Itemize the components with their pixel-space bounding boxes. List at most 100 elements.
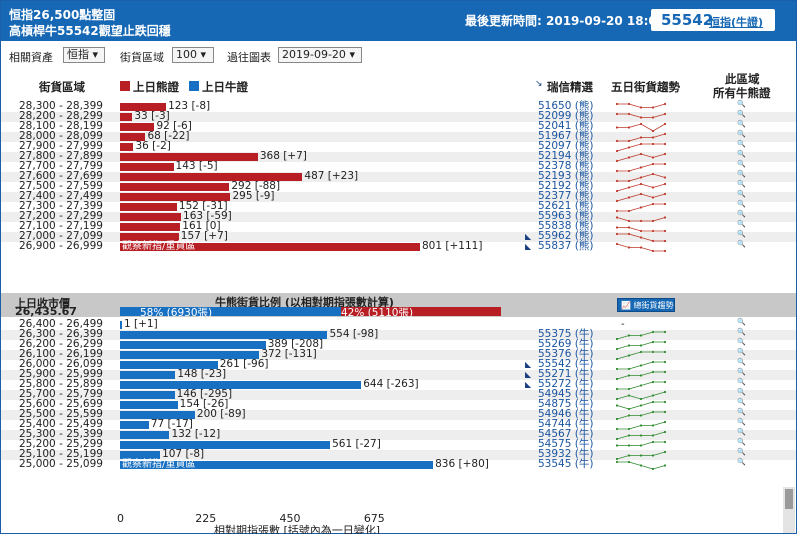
bar-value-label: 836 [+80] — [435, 459, 489, 470]
search-icon[interactable]: 🔍 — [737, 388, 746, 396]
trend-point — [628, 126, 630, 128]
featured-warrant-box[interactable]: 55542 恒指(牛證) — [651, 9, 775, 31]
search-icon[interactable]: 🔍 — [737, 160, 746, 168]
ratio-divider: 上日收市價 26,435.67 牛熊街貨比例 (以相對期指張數計算) 58% (… — [1, 293, 796, 317]
search-icon[interactable]: 🔍 — [737, 210, 746, 218]
search-icon[interactable]: 🔍 — [737, 130, 746, 138]
trend-point — [664, 123, 666, 125]
trend-point — [628, 414, 630, 416]
trend-point — [616, 243, 618, 245]
bull-ratio-bar: 58% (6930張) — [120, 307, 341, 316]
asset-select[interactable]: 恒指 ▾ — [63, 47, 105, 63]
trend-sparkline — [613, 360, 671, 370]
trend-point — [640, 183, 642, 185]
trend-point — [640, 193, 642, 195]
search-icon[interactable]: 🔍 — [737, 200, 746, 208]
search-icon[interactable]: 🔍 — [737, 100, 746, 108]
trend-point — [640, 116, 642, 118]
trend-sparkline — [613, 330, 671, 340]
bear-bar — [120, 213, 181, 221]
search-icon[interactable]: 🔍 — [737, 398, 746, 406]
bar-value-label: 295 [-9] — [232, 191, 274, 202]
scrollbar[interactable] — [783, 487, 795, 533]
trend-point — [640, 464, 642, 466]
search-icon[interactable]: 🔍 — [737, 140, 746, 148]
bull-bar — [120, 341, 266, 349]
trend-sparkline — [613, 112, 671, 122]
column-headers: 街貨區域 上日熊證 上日牛證 ↘ 瑞信精選 五日街貨趨勢 此區域 所有牛熊證 — [1, 75, 796, 103]
bar-change: [+7] — [201, 230, 228, 242]
asset-label: 相關資產 — [9, 49, 53, 65]
bar-value: 200 — [197, 408, 217, 420]
trend-point — [652, 156, 654, 158]
search-icon[interactable]: 🔍 — [737, 358, 746, 366]
warrant-code-link[interactable]: 55837 (熊) — [538, 241, 593, 252]
trend-point — [652, 381, 654, 383]
trend-point — [628, 374, 630, 376]
search-icon[interactable]: 🔍 — [737, 328, 746, 336]
search-icon[interactable]: 🔍 — [737, 348, 746, 356]
bar-value: 123 — [168, 100, 188, 112]
search-icon[interactable]: 🔍 — [737, 318, 746, 326]
legend-bull: 上日牛證 — [202, 79, 248, 95]
trend-point — [640, 384, 642, 386]
bear-bar — [120, 183, 229, 191]
search-icon[interactable]: 🔍 — [737, 230, 746, 238]
search-icon[interactable]: 🔍 — [737, 448, 746, 456]
featured-warrant-code[interactable]: 55542 — [661, 11, 713, 29]
col-zone-line2: 所有牛熊證 — [713, 85, 771, 101]
bear-ratio-bar: 42% (5110張) — [341, 307, 501, 316]
trend-point — [652, 424, 654, 426]
trend-point — [652, 441, 654, 443]
trend-point — [652, 394, 654, 396]
search-icon[interactable]: 🔍 — [737, 220, 746, 228]
search-icon[interactable]: 🔍 — [737, 428, 746, 436]
trend-point — [640, 344, 642, 346]
trend-point — [628, 354, 630, 356]
search-icon[interactable]: 🔍 — [737, 120, 746, 128]
bull-row: 26,400 - 26,499 1 [+1] - 🔍 — [1, 320, 796, 330]
trend-sparkline — [613, 172, 671, 182]
trend-sparkline — [613, 232, 671, 242]
bear-row: 27,900 - 27,999 36 [-2] 52097 (熊) 🔍 — [1, 142, 796, 152]
bear-bar — [120, 203, 177, 211]
bear-row: 27,600 - 27,699 487 [+23] 52193 (熊) 🔍 — [1, 172, 796, 182]
search-icon[interactable]: 🔍 — [737, 338, 746, 346]
bull-bar — [120, 371, 175, 379]
last-updated: 最後更新時間: 2019-09-20 18:00 — [465, 12, 665, 29]
bar-change: [-2] — [149, 140, 171, 152]
scrollbar-thumb[interactable] — [785, 489, 793, 509]
total-trend-button[interactable]: 📈 總街貨趨勢 — [617, 298, 675, 312]
search-icon[interactable]: 🔍 — [737, 368, 746, 376]
search-icon[interactable]: 🔍 — [737, 170, 746, 178]
bull-row: 25,100 - 25,199 107 [-8] 53932 (牛) 🔍 — [1, 450, 796, 460]
bar-change: [-98] — [350, 328, 379, 340]
range-select[interactable]: 100 ▾ — [172, 47, 214, 63]
trend-sparkline — [613, 430, 671, 440]
featured-warrant-underlying[interactable]: 恒指(牛證) — [709, 14, 763, 30]
search-icon[interactable]: 🔍 — [737, 180, 746, 188]
search-icon[interactable]: 🔍 — [737, 378, 746, 386]
bar-change: [-27] — [352, 438, 381, 450]
warrant-code-link[interactable]: 53545 (牛) — [538, 459, 593, 470]
search-icon[interactable]: 🔍 — [737, 408, 746, 416]
trend-point — [664, 176, 666, 178]
search-icon[interactable]: 🔍 — [737, 458, 746, 466]
search-icon[interactable]: 🔍 — [737, 110, 746, 118]
bull-row: 25,000 - 25,099 觀察新指/重貨區 836 [+80] 53545 (牛… — [1, 460, 796, 470]
date-select[interactable]: 2019-09-20 ▾ — [278, 47, 362, 63]
search-icon[interactable]: 🔍 — [737, 418, 746, 426]
search-icon[interactable]: 🔍 — [737, 240, 746, 248]
trend-sparkline — [613, 400, 671, 410]
search-icon[interactable]: 🔍 — [737, 190, 746, 198]
search-icon[interactable]: 🔍 — [737, 438, 746, 446]
bear-bar — [120, 143, 133, 151]
bar-change: [+80] — [455, 458, 489, 470]
no-trend-dash: - — [621, 319, 625, 330]
trend-point — [640, 374, 642, 376]
bar-change: [-12] — [191, 428, 220, 440]
headline-subtitle: 高槓桿牛55542觀望止跌回穩 — [9, 22, 171, 39]
bull-row: 26,000 - 26,099 261 [-96] ◣ 55542 (牛) 🔍 — [1, 360, 796, 370]
bar-change: [-89] — [217, 408, 246, 420]
search-icon[interactable]: 🔍 — [737, 150, 746, 158]
